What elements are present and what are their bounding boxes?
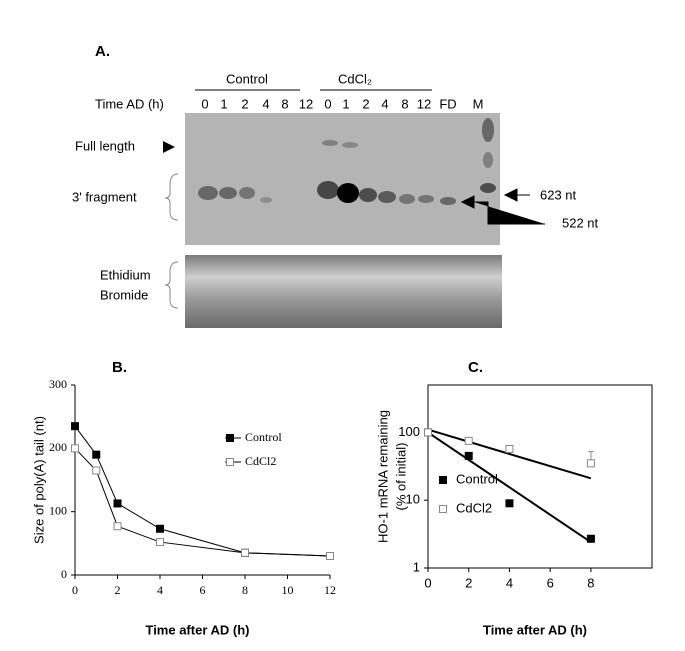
band-label: 3' fragment bbox=[72, 189, 137, 204]
y-tick-label: 0 bbox=[61, 567, 67, 581]
x-tick-label: 2 bbox=[465, 575, 472, 590]
series-line bbox=[74, 447, 331, 557]
group-label: CdCl₂ bbox=[338, 71, 372, 86]
arrow bbox=[460, 195, 545, 225]
y-axis-label: HO-1 mRNA remaining bbox=[375, 410, 390, 543]
time-label: Time AD (h) bbox=[95, 96, 164, 111]
y-tick-label: 200 bbox=[49, 440, 67, 454]
panel-label: A. bbox=[95, 43, 110, 60]
fit-line bbox=[427, 428, 592, 480]
point bbox=[71, 444, 79, 453]
lane-label: FD bbox=[439, 96, 456, 111]
legend-marker bbox=[439, 505, 447, 513]
lane-label: 1 bbox=[342, 96, 349, 111]
point bbox=[505, 444, 514, 453]
point bbox=[113, 499, 122, 508]
x-tick-label: 8 bbox=[587, 575, 594, 590]
point bbox=[586, 534, 595, 543]
x-tick-label: 4 bbox=[157, 583, 163, 597]
x-tick-label: 8 bbox=[242, 583, 248, 597]
lane-label: 2 bbox=[362, 96, 369, 111]
plot-frame bbox=[427, 384, 653, 569]
legend-label: CdCl2 bbox=[456, 500, 492, 515]
point bbox=[71, 422, 79, 431]
point bbox=[156, 538, 164, 547]
x-tick-label: 12 bbox=[324, 583, 336, 597]
band-label: Full length bbox=[75, 138, 135, 153]
stain-label: Ethidium bbox=[100, 267, 151, 282]
x-axis-label: Time after AD (h) bbox=[145, 622, 249, 637]
x-tick-label: 6 bbox=[200, 583, 206, 597]
point bbox=[505, 499, 514, 508]
point bbox=[586, 459, 595, 468]
fit-line bbox=[427, 431, 592, 544]
y-axis-label: (% of initial) bbox=[393, 443, 408, 511]
chart-title: C. bbox=[468, 359, 483, 376]
x-tick-label: 2 bbox=[115, 583, 121, 597]
lane-label: 12 bbox=[299, 96, 313, 111]
arrow bbox=[503, 188, 530, 202]
lane-label: 8 bbox=[401, 96, 408, 111]
point bbox=[156, 524, 164, 533]
lane-label: 0 bbox=[201, 96, 208, 111]
point bbox=[92, 450, 101, 459]
lane-labels: 0 1 2 4 8 12 0 1 2 4 8 12 FD M bbox=[201, 96, 483, 111]
point bbox=[241, 548, 249, 557]
point bbox=[464, 436, 473, 445]
y-tick-label: 300 bbox=[49, 377, 67, 391]
point bbox=[326, 552, 334, 560]
chart-title: B. bbox=[112, 359, 127, 376]
brace bbox=[164, 173, 179, 221]
y-tick-label: 10 bbox=[406, 492, 420, 507]
gel bbox=[185, 113, 500, 245]
y-axis-label: Size of poly(A) tail (nt) bbox=[31, 416, 46, 544]
lane-label: 2 bbox=[241, 96, 248, 111]
legend-marker bbox=[226, 458, 234, 466]
x-tick-label: 0 bbox=[72, 583, 78, 597]
lane-label: 4 bbox=[262, 96, 269, 111]
marker-label: 623 nt bbox=[540, 187, 577, 202]
point bbox=[113, 522, 122, 531]
marker-label: 522 nt bbox=[562, 215, 599, 230]
x-tick-label: 6 bbox=[547, 575, 554, 590]
lane-label: 0 bbox=[324, 96, 331, 111]
legend-label: CdCl2 bbox=[245, 454, 276, 468]
legend-marker bbox=[226, 434, 234, 442]
point bbox=[464, 451, 473, 460]
lane-label: 4 bbox=[381, 96, 388, 111]
brace bbox=[164, 261, 179, 309]
series-line bbox=[74, 425, 331, 557]
group-label: Control bbox=[226, 71, 268, 86]
y-tick-label: 100 bbox=[398, 424, 420, 439]
gel-bands bbox=[198, 118, 496, 205]
lane-label: 8 bbox=[281, 96, 288, 111]
x-tick-label: 10 bbox=[282, 583, 294, 597]
lane-label: 1 bbox=[220, 96, 227, 111]
x-tick-label: 0 bbox=[424, 575, 431, 590]
arrow bbox=[163, 141, 175, 153]
legend-label: Control bbox=[456, 471, 498, 486]
stain-label: Bromide bbox=[100, 287, 148, 302]
x-axis-label: Time after AD (h) bbox=[483, 622, 587, 637]
point bbox=[424, 428, 432, 437]
point bbox=[92, 466, 101, 475]
stain-gel bbox=[185, 255, 502, 328]
legend-marker bbox=[439, 476, 447, 484]
x-tick-label: 4 bbox=[506, 575, 513, 590]
y-tick-label: 1 bbox=[413, 559, 420, 574]
y-tick-label: 100 bbox=[49, 503, 67, 517]
lane-label: M bbox=[473, 96, 484, 111]
lane-label: 12 bbox=[417, 96, 431, 111]
legend-label: Control bbox=[245, 430, 282, 444]
